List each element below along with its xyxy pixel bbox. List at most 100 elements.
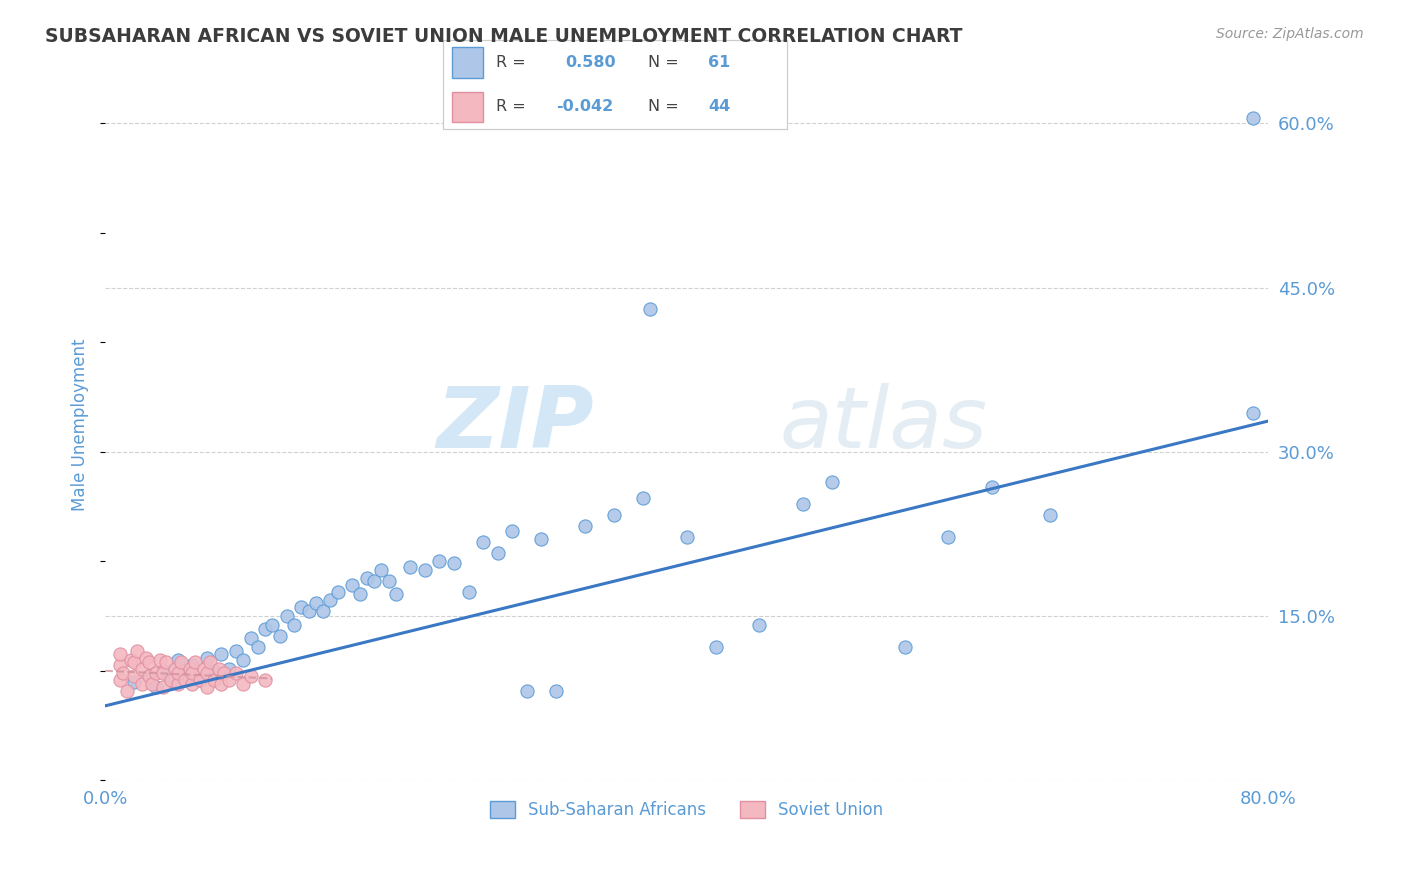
- Point: [155, 655, 177, 669]
- Text: -0.042: -0.042: [557, 99, 614, 113]
- FancyBboxPatch shape: [451, 92, 482, 122]
- Point: [167, 653, 190, 667]
- Point: [239, 669, 262, 683]
- Point: [211, 677, 233, 691]
- Text: 0.580: 0.580: [565, 55, 616, 70]
- Point: [457, 585, 479, 599]
- Text: R =: R =: [496, 55, 526, 70]
- Point: [377, 574, 399, 588]
- Point: [363, 574, 385, 588]
- Point: [188, 673, 211, 687]
- Text: SUBSAHARAN AFRICAN VS SOVIET UNION MALE UNEMPLOYMENT CORRELATION CHART: SUBSAHARAN AFRICAN VS SOVIET UNION MALE …: [45, 27, 963, 45]
- Point: [145, 680, 167, 694]
- Point: [1241, 111, 1264, 125]
- Point: [501, 524, 523, 538]
- Point: [159, 673, 181, 687]
- Point: [181, 665, 204, 680]
- Point: [429, 554, 451, 568]
- Point: [574, 519, 596, 533]
- Point: [385, 587, 408, 601]
- Point: [149, 653, 172, 667]
- Point: [936, 530, 959, 544]
- Point: [232, 677, 254, 691]
- Point: [214, 665, 236, 680]
- Point: [181, 658, 204, 673]
- Point: [138, 655, 160, 669]
- Point: [544, 683, 567, 698]
- Point: [675, 530, 697, 544]
- Point: [124, 669, 146, 683]
- Point: [298, 603, 321, 617]
- Point: [239, 631, 262, 645]
- Point: [603, 508, 626, 523]
- Text: ZIP: ZIP: [436, 383, 593, 466]
- Point: [167, 665, 190, 680]
- Point: [202, 664, 225, 678]
- Point: [269, 629, 291, 643]
- Point: [188, 673, 211, 687]
- Point: [138, 669, 160, 683]
- Point: [748, 617, 770, 632]
- Point: [305, 596, 328, 610]
- Point: [195, 650, 218, 665]
- Point: [184, 655, 207, 669]
- Point: [516, 683, 538, 698]
- Point: [276, 609, 298, 624]
- Point: [159, 673, 181, 687]
- Point: [246, 640, 269, 654]
- Text: Source: ZipAtlas.com: Source: ZipAtlas.com: [1216, 27, 1364, 41]
- Point: [413, 563, 436, 577]
- Point: [170, 655, 193, 669]
- Text: 61: 61: [709, 55, 730, 70]
- Point: [486, 545, 509, 559]
- Point: [174, 673, 197, 687]
- Point: [893, 640, 915, 654]
- Point: [218, 673, 240, 687]
- Point: [225, 644, 247, 658]
- Point: [326, 585, 349, 599]
- Point: [312, 603, 335, 617]
- Point: [472, 534, 495, 549]
- Point: [218, 662, 240, 676]
- Point: [124, 674, 146, 689]
- Point: [631, 491, 654, 505]
- Text: R =: R =: [496, 99, 526, 113]
- Point: [211, 648, 233, 662]
- Point: [152, 665, 174, 680]
- Point: [198, 655, 221, 669]
- Point: [152, 664, 174, 678]
- Point: [207, 662, 229, 676]
- Point: [152, 680, 174, 694]
- Point: [135, 650, 157, 665]
- Point: [356, 571, 378, 585]
- Point: [163, 662, 186, 676]
- Point: [342, 578, 364, 592]
- Point: [124, 655, 146, 669]
- Point: [179, 662, 201, 676]
- Point: [349, 587, 371, 601]
- Point: [1039, 508, 1062, 523]
- Point: [131, 662, 153, 676]
- Point: [202, 673, 225, 687]
- Point: [181, 677, 204, 691]
- Point: [193, 662, 215, 676]
- Text: atlas: atlas: [779, 383, 987, 466]
- Point: [174, 669, 197, 683]
- FancyBboxPatch shape: [451, 47, 482, 78]
- Point: [127, 644, 149, 658]
- Point: [195, 665, 218, 680]
- Text: 44: 44: [709, 99, 730, 113]
- Point: [232, 653, 254, 667]
- Text: N =: N =: [648, 55, 679, 70]
- Point: [111, 665, 134, 680]
- Point: [167, 677, 190, 691]
- Point: [145, 665, 167, 680]
- Point: [138, 669, 160, 683]
- Point: [108, 648, 131, 662]
- Point: [225, 665, 247, 680]
- Point: [792, 497, 814, 511]
- Point: [108, 658, 131, 673]
- Point: [319, 592, 342, 607]
- Point: [131, 677, 153, 691]
- Point: [254, 622, 277, 636]
